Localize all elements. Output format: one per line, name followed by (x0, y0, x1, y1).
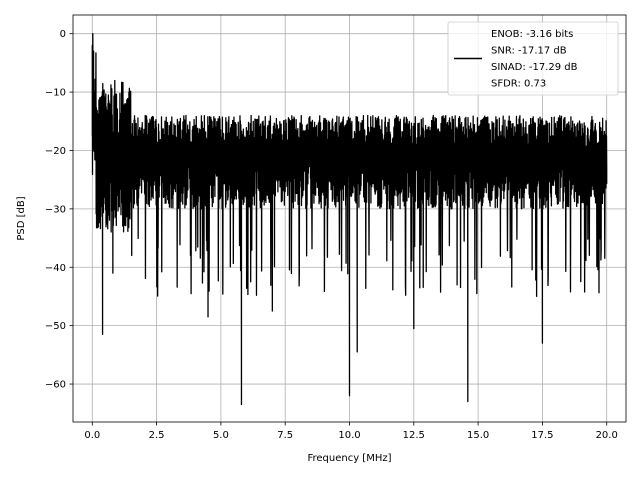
y-tick-label: −60 (45, 380, 66, 391)
psd-series-line (91, 33, 608, 406)
legend: ENOB: -3.16 bits SNR: -17.17 dB SINAD: -… (447, 21, 619, 96)
y-tick-label: −20 (45, 146, 66, 157)
x-tick-label: 0.0 (84, 430, 100, 441)
y-tick-label: 0 (60, 29, 66, 40)
y-tick-label: −50 (45, 321, 66, 332)
y-tick-label: −10 (45, 88, 66, 99)
y-axis-label: PSD [dB] (16, 196, 27, 240)
legend-entry-enob: ENOB: -3.16 bits (491, 29, 573, 40)
x-axis-ticks: 0.0 2.5 5.0 7.5 10.0 12.5 15.0 17.5 20.0 (84, 422, 618, 441)
x-tick-label: 10.0 (338, 430, 360, 441)
legend-box (447, 21, 619, 96)
x-tick-label: 17.5 (531, 430, 553, 441)
legend-entry-snr: SNR: -17.17 dB (491, 46, 567, 57)
x-tick-label: 7.5 (277, 430, 293, 441)
legend-entry-sfdr: SFDR: 0.73 (491, 79, 546, 90)
x-tick-label: 15.0 (467, 430, 489, 441)
series-layer (91, 33, 608, 406)
y-axis-ticks: 0 −10 −20 −30 −40 −50 −60 (45, 29, 73, 391)
y-tick-label: −30 (45, 204, 66, 215)
x-tick-label: 20.0 (596, 430, 618, 441)
y-tick-label: −40 (45, 263, 66, 274)
x-tick-label: 5.0 (213, 430, 229, 441)
x-axis-label: Frequency [MHz] (307, 453, 391, 464)
legend-entry-sinad: SINAD: -17.29 dB (491, 62, 578, 73)
x-tick-label: 12.5 (403, 430, 425, 441)
x-tick-label: 2.5 (149, 430, 165, 441)
